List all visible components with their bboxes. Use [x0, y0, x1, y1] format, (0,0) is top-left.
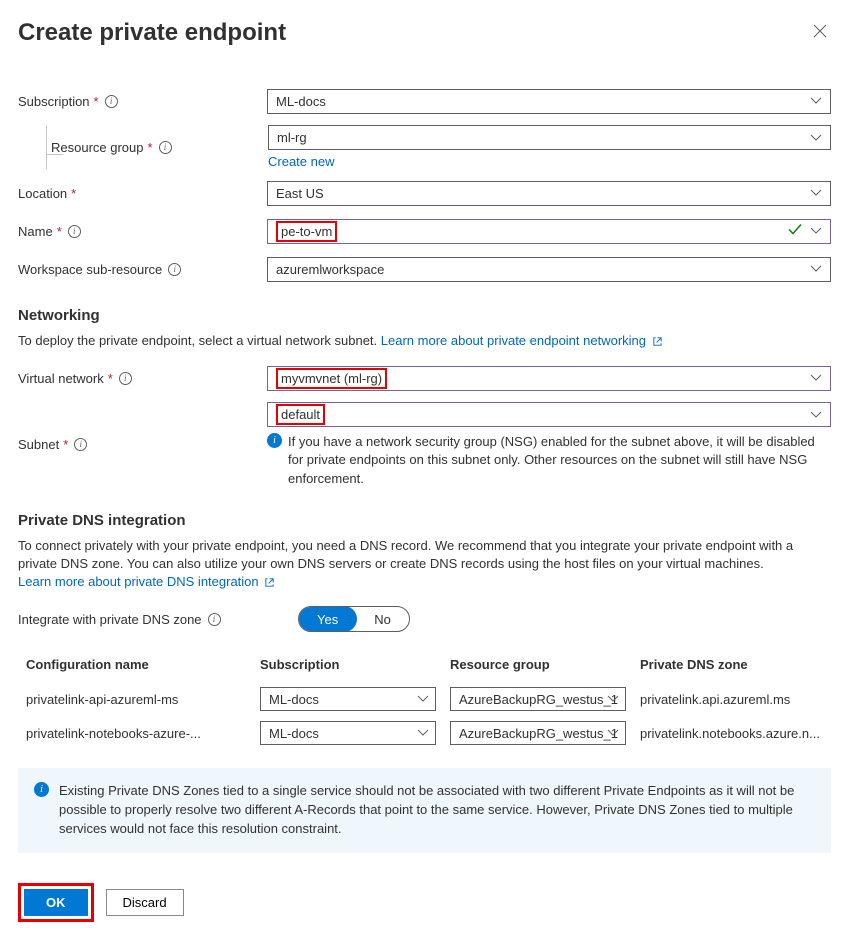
name-label: Name	[18, 224, 53, 239]
subscription-value: ML-docs	[276, 94, 326, 109]
chevron-down-icon	[810, 189, 822, 197]
subnet-select[interactable]: default	[267, 402, 831, 427]
dns-col-config: Configuration name	[26, 657, 260, 672]
chevron-down-icon	[810, 97, 822, 105]
subnet-label: Subnet	[18, 437, 59, 452]
chevron-down-icon	[417, 695, 429, 703]
integrate-dns-toggle[interactable]: Yes No	[298, 606, 410, 632]
ok-button[interactable]: OK	[24, 889, 88, 916]
location-select[interactable]: East US	[267, 181, 831, 206]
location-label: Location	[18, 186, 67, 201]
nsg-note: If you have a network security group (NS…	[288, 433, 831, 488]
dns-alert-text: Existing Private DNS Zones tied to a sin…	[59, 782, 815, 839]
dns-rg-select[interactable]: AzureBackupRG_westus_1	[450, 721, 626, 745]
workspace-sub-value: azuremlworkspace	[276, 262, 384, 277]
chevron-down-icon	[810, 227, 822, 235]
chevron-down-icon	[607, 729, 619, 737]
dns-sub-select[interactable]: ML-docs	[260, 687, 436, 711]
chevron-down-icon	[810, 265, 822, 273]
networking-desc: To deploy the private endpoint, select a…	[18, 333, 381, 348]
toggle-yes[interactable]: Yes	[298, 606, 357, 632]
chevron-down-icon	[810, 134, 822, 142]
info-icon[interactable]: i	[159, 141, 172, 154]
dns-alert: i Existing Private DNS Zones tied to a s…	[18, 768, 831, 853]
chevron-down-icon	[810, 374, 822, 382]
vnet-label: Virtual network	[18, 371, 104, 386]
check-icon	[788, 224, 802, 239]
subscription-select[interactable]: ML-docs	[267, 89, 831, 114]
info-icon[interactable]: i	[119, 372, 132, 385]
dns-table-row: privatelink-notebooks-azure-... ML-docs …	[18, 716, 831, 750]
networking-learn-more-link[interactable]: Learn more about private endpoint networ…	[381, 333, 663, 348]
name-input[interactable]: pe-to-vm	[267, 219, 831, 244]
required-asterisk: *	[148, 140, 153, 155]
resource-group-label: Resource group	[51, 140, 144, 155]
page-title: Create private endpoint	[18, 19, 286, 47]
networking-header: Networking	[18, 307, 831, 324]
dns-learn-more-link[interactable]: Learn more about private DNS integration	[18, 574, 275, 589]
required-asterisk: *	[108, 371, 113, 386]
close-icon[interactable]	[809, 18, 831, 47]
dns-col-zone: Private DNS zone	[640, 657, 823, 672]
subnet-value: default	[276, 404, 325, 425]
chevron-down-icon	[417, 729, 429, 737]
vnet-value: myvmvnet (ml-rg)	[276, 368, 387, 389]
dns-desc: To connect privately with your private e…	[18, 538, 793, 571]
required-asterisk: *	[63, 437, 68, 452]
dns-col-rg: Resource group	[450, 657, 640, 672]
toggle-no[interactable]: No	[356, 607, 409, 631]
dns-config-name: privatelink-notebooks-azure-...	[26, 726, 260, 741]
info-icon[interactable]: i	[68, 225, 81, 238]
info-icon[interactable]: i	[168, 263, 181, 276]
integrate-dns-label: Integrate with private DNS zone	[18, 612, 202, 627]
resource-group-value: ml-rg	[277, 130, 307, 145]
chevron-down-icon	[607, 695, 619, 703]
info-icon[interactable]: i	[105, 95, 118, 108]
dns-table-row: privatelink-api-azureml-ms ML-docs Azure…	[18, 682, 831, 716]
chevron-down-icon	[810, 411, 822, 419]
subscription-label: Subscription	[18, 94, 90, 109]
info-icon[interactable]: i	[208, 613, 221, 626]
name-value: pe-to-vm	[276, 221, 337, 242]
discard-button[interactable]: Discard	[106, 889, 184, 916]
dns-header: Private DNS integration	[18, 512, 831, 529]
workspace-sub-label: Workspace sub-resource	[18, 262, 162, 277]
create-new-link[interactable]: Create new	[268, 154, 334, 169]
dns-config-name: privatelink-api-azureml-ms	[26, 692, 260, 707]
dns-rg-select[interactable]: AzureBackupRG_westus_1	[450, 687, 626, 711]
resource-group-select[interactable]: ml-rg	[268, 125, 831, 150]
dns-sub-select[interactable]: ML-docs	[260, 721, 436, 745]
workspace-sub-select[interactable]: azuremlworkspace	[267, 257, 831, 282]
location-value: East US	[276, 186, 324, 201]
dns-zone: privatelink.notebooks.azure.n...	[640, 726, 823, 741]
required-asterisk: *	[71, 186, 76, 201]
info-icon[interactable]: i	[74, 438, 87, 451]
dns-zone: privatelink.api.azureml.ms	[640, 692, 823, 707]
required-asterisk: *	[57, 224, 62, 239]
required-asterisk: *	[94, 94, 99, 109]
info-icon: i	[267, 433, 282, 448]
info-icon: i	[34, 782, 49, 797]
vnet-select[interactable]: myvmvnet (ml-rg)	[267, 366, 831, 391]
dns-col-sub: Subscription	[260, 657, 450, 672]
